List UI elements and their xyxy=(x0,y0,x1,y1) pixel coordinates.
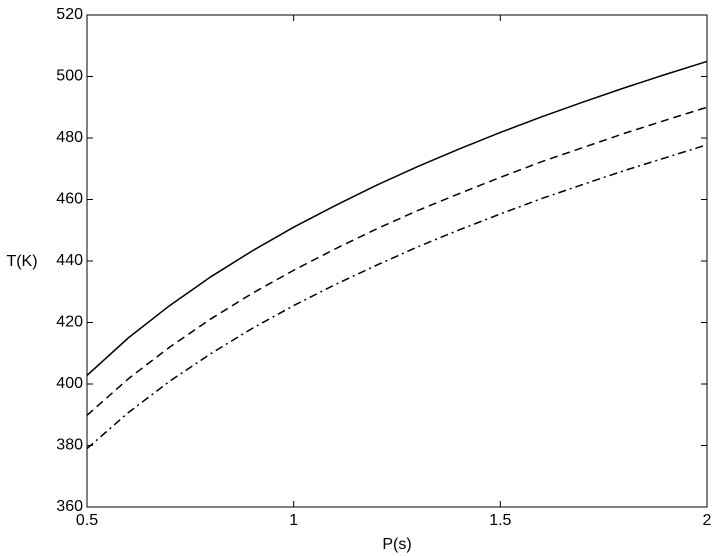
x-tick-label: 2 xyxy=(703,512,712,529)
y-tick-label: 460 xyxy=(56,191,83,208)
x-tick-label: 0.5 xyxy=(76,512,98,529)
y-tick-label: 380 xyxy=(56,437,83,454)
plot-frame xyxy=(86,14,708,508)
data-line xyxy=(86,144,708,450)
x-tick-label: 1.5 xyxy=(489,512,511,529)
y-tick-label: 360 xyxy=(56,498,83,515)
data-line xyxy=(86,60,708,376)
x-tick-label: 1 xyxy=(289,512,298,529)
y-axis-label: T(K) xyxy=(6,253,37,270)
y-tick-label: 420 xyxy=(56,314,83,331)
y-tick-label: 480 xyxy=(56,129,83,146)
y-tick-label: 400 xyxy=(56,375,83,392)
y-tick-label: 520 xyxy=(56,6,83,23)
x-axis-label: P(s) xyxy=(382,536,411,553)
y-tick-label: 440 xyxy=(56,252,83,269)
data-line xyxy=(86,106,708,416)
y-tick-label: 500 xyxy=(56,68,83,85)
